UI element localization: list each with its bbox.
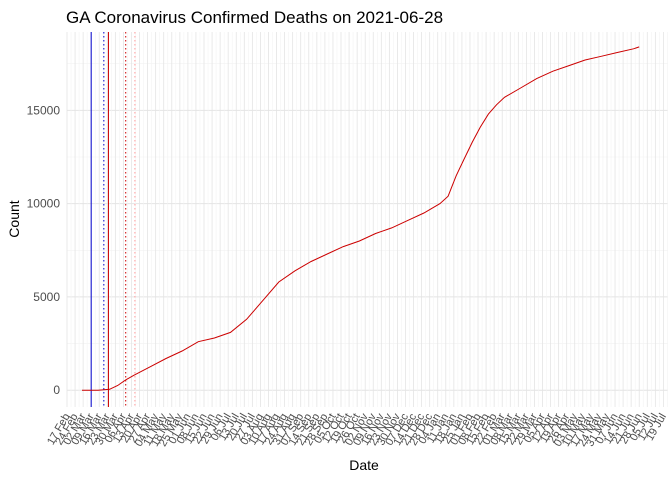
grid	[66, 32, 668, 407]
y-tick-label: 5000	[33, 290, 60, 304]
y-axis-ticks: 0 5000 10000 15000	[27, 103, 61, 397]
chart-title: GA Coronavirus Confirmed Deaths on 2021-…	[66, 8, 443, 27]
y-axis-title: Count	[6, 200, 22, 237]
x-axis-title: Date	[349, 457, 379, 473]
series	[82, 46, 640, 391]
y-tick-label: 0	[53, 383, 60, 397]
series-line	[82, 46, 640, 391]
y-tick-label: 15000	[27, 103, 61, 117]
y-tick-label: 10000	[27, 197, 61, 211]
reference-lines	[90, 32, 136, 407]
